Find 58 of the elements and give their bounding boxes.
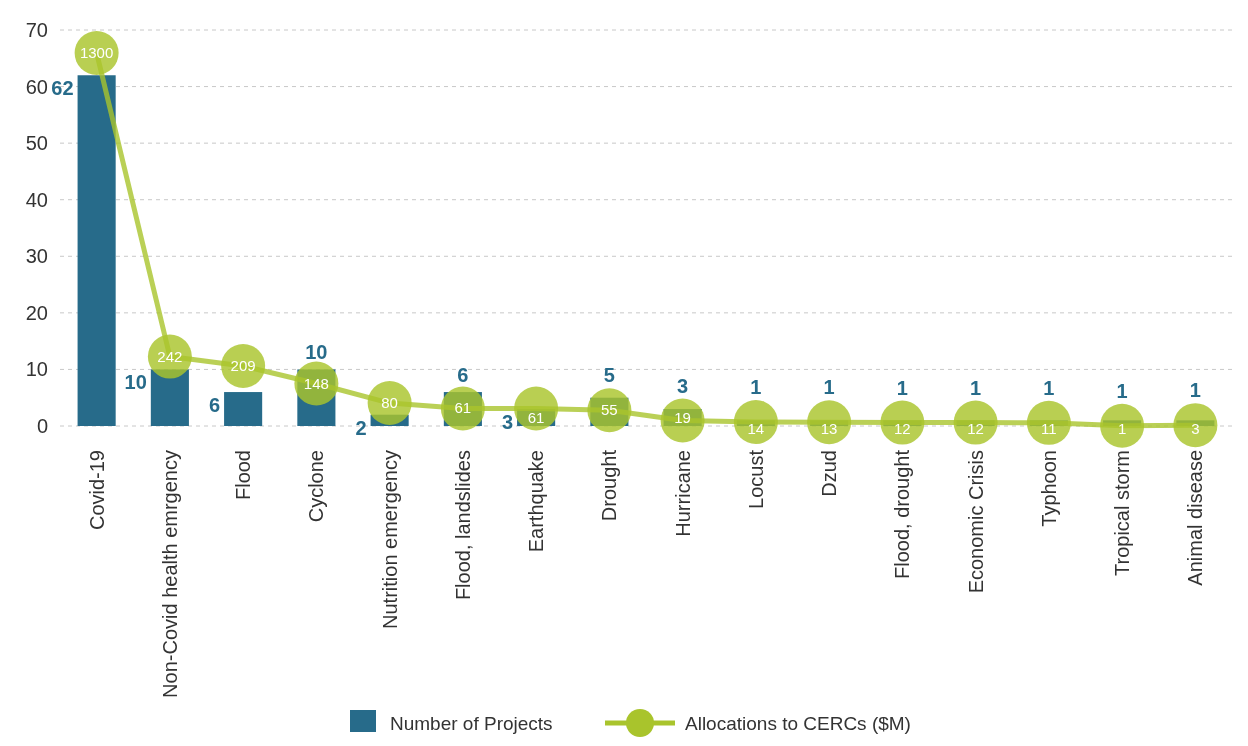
data-label: 10 — [124, 371, 147, 394]
data-label: 6 — [208, 394, 221, 417]
data-label: 6 — [457, 364, 469, 387]
y-tick-label: 50 — [25, 132, 48, 155]
data-label: 55 — [601, 401, 618, 419]
data-label: 14 — [747, 420, 765, 438]
data-label: 61 — [527, 409, 545, 427]
y-tick-label: 10 — [25, 358, 48, 381]
data-label: 1 — [1189, 379, 1201, 402]
x-tick-label: Economic Crisis — [964, 450, 987, 594]
data-label: 148 — [303, 374, 329, 392]
legend-label: Number of Projects — [390, 713, 553, 734]
y-tick-label: 40 — [25, 188, 48, 211]
data-label: 2 — [355, 416, 367, 439]
y-tick-label: 30 — [25, 245, 48, 268]
legend-label: Allocations to CERCs ($M) — [685, 713, 911, 734]
x-tick-label: Flood, landslides — [451, 450, 474, 601]
x-tick-label: Hurricane — [671, 450, 694, 537]
data-label: 61 — [454, 399, 472, 417]
data-label: 1 — [970, 376, 982, 399]
data-label: 5 — [603, 364, 615, 387]
data-label: 3 — [1191, 420, 1200, 438]
data-label: 209 — [230, 357, 256, 375]
data-label: 10 — [305, 341, 328, 364]
x-tick-label: Cyclone — [305, 450, 328, 523]
y-tick-label: 20 — [25, 301, 48, 324]
y-tick-label: 70 — [25, 19, 48, 41]
y-tick-label: 0 — [36, 415, 48, 437]
data-label: 1 — [1117, 420, 1127, 438]
data-label: 80 — [381, 394, 398, 412]
data-label: 3 — [501, 411, 514, 434]
data-label: 1 — [823, 376, 835, 399]
x-tick-label: Typhoon — [1037, 450, 1060, 527]
x-tick-label: Drought — [598, 449, 621, 522]
data-label: 1 — [750, 375, 762, 398]
data-label: 13 — [820, 420, 838, 438]
data-label: 1300 — [79, 43, 114, 61]
x-tick-label: Earthquake — [525, 450, 548, 553]
x-tick-label: Nutrition emergency — [378, 450, 401, 629]
x-tick-label: Flood, drought — [891, 449, 914, 579]
x-tick-label: Locust — [744, 449, 767, 509]
data-label: 12 — [967, 420, 984, 438]
data-label: 1 — [1043, 376, 1055, 399]
data-label: 19 — [674, 409, 691, 427]
data-label: 242 — [157, 347, 183, 365]
x-tick-label: Flood — [232, 450, 255, 501]
data-label: 12 — [894, 420, 911, 438]
data-label: 1 — [896, 376, 908, 399]
data-label: 11 — [1041, 420, 1057, 438]
x-tick-label: Non-Covid health emrgency — [158, 450, 181, 698]
x-tick-label: Animal disease — [1184, 450, 1207, 586]
data-label: 62 — [51, 77, 74, 100]
y-tick-label: 60 — [25, 75, 48, 98]
x-tick-label: Tropical storm — [1111, 450, 1134, 576]
data-label: 3 — [677, 374, 689, 397]
x-tick-label: Dzud — [818, 450, 841, 497]
x-tick-label: Covid-19 — [85, 450, 108, 531]
data-label: 1 — [1116, 379, 1128, 402]
